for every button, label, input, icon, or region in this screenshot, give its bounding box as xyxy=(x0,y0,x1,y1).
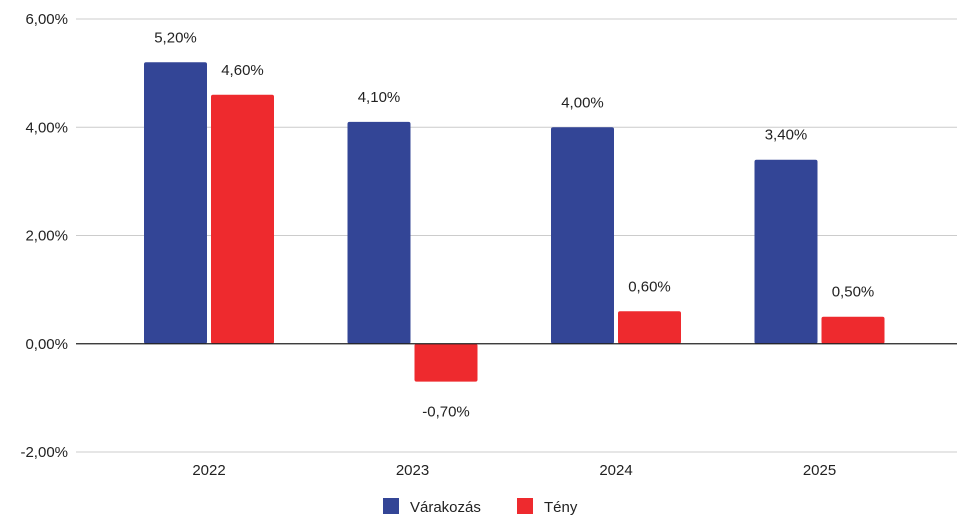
data-label: 4,10% xyxy=(358,89,401,106)
data-label: 0,50% xyxy=(832,284,875,301)
bar-t-ny-2025 xyxy=(821,316,885,344)
data-label: 4,00% xyxy=(561,94,604,111)
bars xyxy=(144,62,885,382)
legend-swatch xyxy=(383,498,399,514)
data-label: 4,60% xyxy=(221,62,264,79)
x-tick-label: 2023 xyxy=(396,462,429,479)
data-label: 3,40% xyxy=(765,127,808,144)
data-label: 5,20% xyxy=(154,29,197,46)
bar-t-ny-2024 xyxy=(618,311,681,344)
data-label: -0,70% xyxy=(422,404,470,421)
x-axis-tick-labels: 2022 2023 2024 2025 xyxy=(192,462,836,479)
bar-t-ny-2023 xyxy=(414,343,478,382)
legend-label: Tény xyxy=(544,499,578,516)
data-labels: 5,20% 4,60% 4,10% -0,70% 4,00% 0,60% 3,40% 0,50… xyxy=(154,29,874,420)
bar-v-rakoz-s-2024 xyxy=(551,127,614,344)
x-tick-label: 2022 xyxy=(192,462,225,479)
legend-label: Várakozás xyxy=(410,499,481,516)
bar-v-rakoz-s-2023 xyxy=(347,121,411,344)
y-tick-label: 4,00% xyxy=(25,119,68,136)
x-tick-label: 2025 xyxy=(803,462,836,479)
y-tick-label: -2,00% xyxy=(20,444,68,461)
bar-v-rakoz-s-2025 xyxy=(754,159,818,344)
x-tick-label: 2024 xyxy=(599,462,632,479)
grid-lines xyxy=(76,18,957,453)
legend: Várakozás Tény xyxy=(383,498,578,516)
data-label: 0,60% xyxy=(628,278,671,295)
y-tick-label: 6,00% xyxy=(25,11,68,28)
y-tick-label: 0,00% xyxy=(25,336,68,353)
bar-t-ny-2022 xyxy=(211,94,274,344)
y-tick-label: 2,00% xyxy=(25,228,68,245)
y-axis-tick-labels: 6,00% 4,00% 2,00% 0,00% -2,00% xyxy=(20,11,68,461)
legend-swatch xyxy=(517,498,533,514)
bar-v-rakoz-s-2022 xyxy=(144,62,207,344)
